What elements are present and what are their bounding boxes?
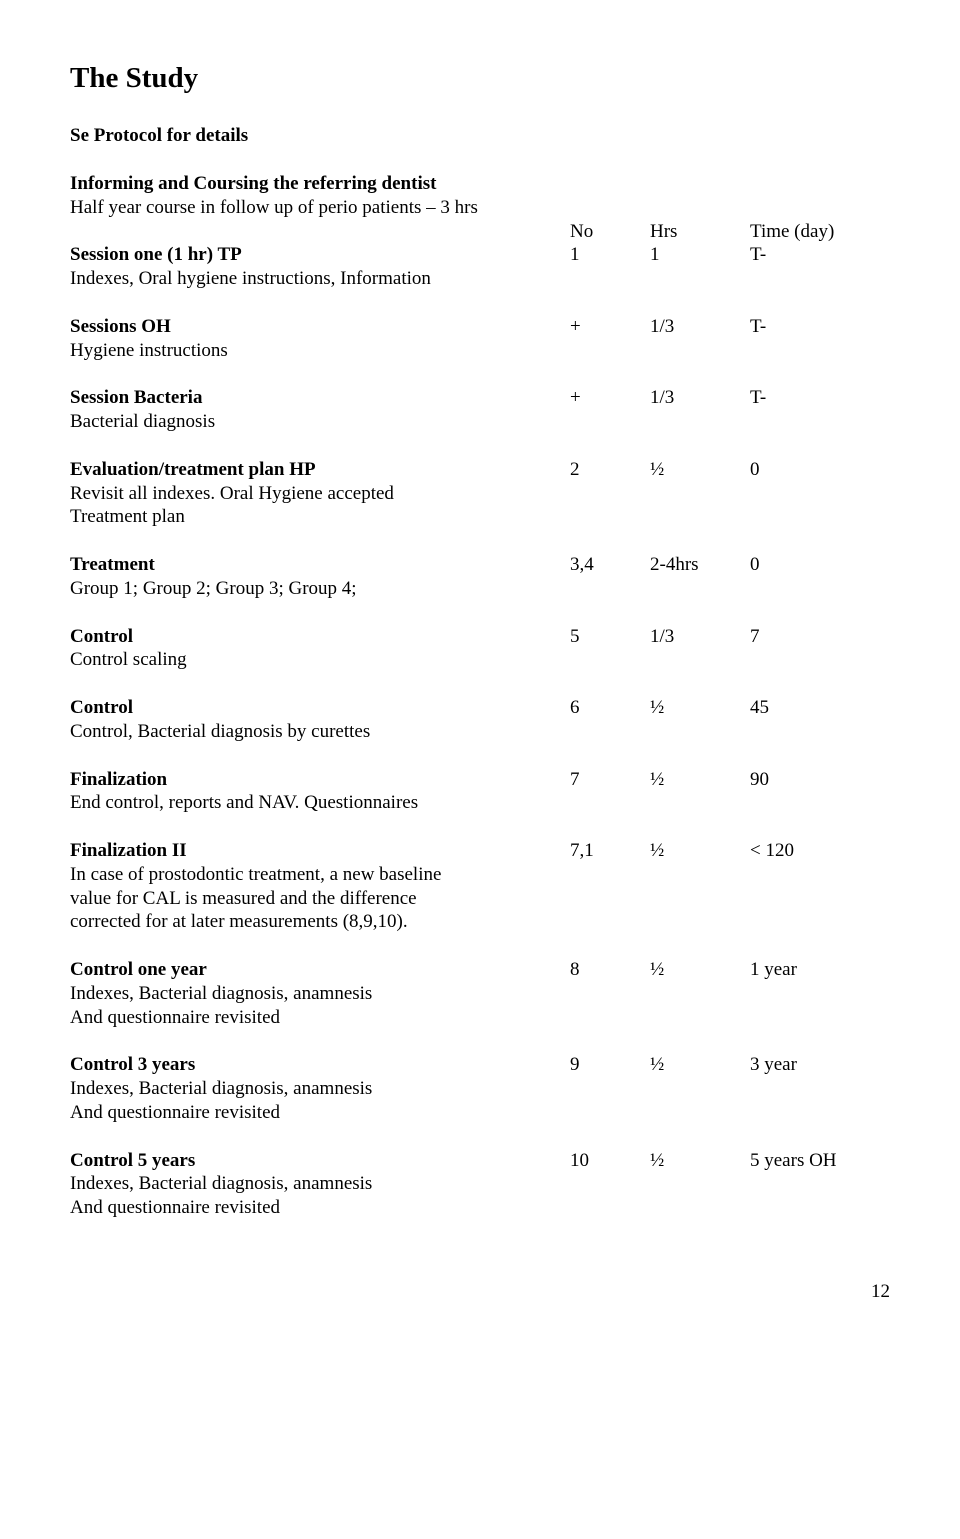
time-eval-plan: 0 bbox=[750, 458, 890, 482]
row-treatment: Treatment 3,4 2-4hrs 0 bbox=[70, 553, 890, 577]
row-control-3yr: Control 3 years 9 ½ 3 year bbox=[70, 1053, 890, 1077]
label-finalization-ii: Finalization II bbox=[70, 839, 570, 863]
no-sessions-oh: + bbox=[570, 315, 650, 339]
label-control-1yr: Control one year bbox=[70, 958, 570, 982]
row-control-bacterial: Control 6 ½ 45 bbox=[70, 696, 890, 720]
label-session-one: Session one (1 hr) TP bbox=[70, 243, 570, 267]
time-control-1yr: 1 year bbox=[750, 958, 890, 982]
time-sessions-oh: T- bbox=[750, 315, 890, 339]
time-control-5yr: 5 years OH bbox=[750, 1149, 890, 1173]
col-time: Time (day) bbox=[750, 220, 890, 244]
row-control-5yr: Control 5 years 10 ½ 5 years OH bbox=[70, 1149, 890, 1173]
hrs-control-1yr: ½ bbox=[650, 958, 750, 982]
desc2-control-1yr: And questionnaire revisited bbox=[70, 1006, 890, 1030]
row-finalization: Finalization 7 ½ 90 bbox=[70, 768, 890, 792]
label-control-5yr: Control 5 years bbox=[70, 1149, 570, 1173]
hrs-finalization-ii: ½ bbox=[650, 839, 750, 863]
time-control-scaling: 7 bbox=[750, 625, 890, 649]
desc-sessions-oh: Hygiene instructions bbox=[70, 339, 890, 363]
page-number: 12 bbox=[70, 1280, 890, 1304]
intro-bold: Informing and Coursing the referring den… bbox=[70, 172, 890, 196]
desc-treatment: Group 1; Group 2; Group 3; Group 4; bbox=[70, 577, 890, 601]
desc1-control-3yr: Indexes, Bacterial diagnosis, anamnesis bbox=[70, 1077, 890, 1101]
col-hrs: Hrs bbox=[650, 220, 750, 244]
time-treatment: 0 bbox=[750, 553, 890, 577]
label-session-bacteria: Session Bacteria bbox=[70, 386, 570, 410]
label-eval-plan: Evaluation/treatment plan HP bbox=[70, 458, 570, 482]
time-control-3yr: 3 year bbox=[750, 1053, 890, 1077]
time-control-bacterial: 45 bbox=[750, 696, 890, 720]
no-finalization-ii: 7,1 bbox=[570, 839, 650, 863]
label-control-bacterial: Control bbox=[70, 696, 570, 720]
no-session-one: 1 bbox=[570, 243, 650, 267]
intro-line: Half year course in follow up of perio p… bbox=[70, 196, 890, 220]
no-control-3yr: 9 bbox=[570, 1053, 650, 1077]
hrs-sessions-oh: 1/3 bbox=[650, 315, 750, 339]
desc-session-one: Indexes, Oral hygiene instructions, Info… bbox=[70, 267, 890, 291]
hrs-treatment: 2-4hrs bbox=[650, 553, 750, 577]
row-session-one: Session one (1 hr) TP 1 1 T- bbox=[70, 243, 890, 267]
header-row: No Hrs Time (day) bbox=[70, 220, 890, 244]
time-finalization: 90 bbox=[750, 768, 890, 792]
label-control-3yr: Control 3 years bbox=[70, 1053, 570, 1077]
desc2-control-5yr: And questionnaire revisited bbox=[70, 1196, 890, 1220]
hrs-control-3yr: ½ bbox=[650, 1053, 750, 1077]
desc1-eval-plan: Revisit all indexes. Oral Hygiene accept… bbox=[70, 482, 890, 506]
hrs-session-bacteria: 1/3 bbox=[650, 386, 750, 410]
no-eval-plan: 2 bbox=[570, 458, 650, 482]
desc-control-scaling: Control scaling bbox=[70, 648, 890, 672]
no-session-bacteria: + bbox=[570, 386, 650, 410]
label-finalization: Finalization bbox=[70, 768, 570, 792]
hrs-session-one: 1 bbox=[650, 243, 750, 267]
desc2-eval-plan: Treatment plan bbox=[70, 505, 890, 529]
no-control-5yr: 10 bbox=[570, 1149, 650, 1173]
page-title: The Study bbox=[70, 60, 890, 96]
row-eval-plan: Evaluation/treatment plan HP 2 ½ 0 bbox=[70, 458, 890, 482]
desc-control-bacterial: Control, Bacterial diagnosis by curettes bbox=[70, 720, 890, 744]
row-control-1yr: Control one year 8 ½ 1 year bbox=[70, 958, 890, 982]
time-session-one: T- bbox=[750, 243, 890, 267]
desc-finalization: End control, reports and NAV. Questionna… bbox=[70, 791, 890, 815]
desc1-finalization-ii: In case of prostodontic treatment, a new… bbox=[70, 863, 890, 887]
row-session-bacteria: Session Bacteria + 1/3 T- bbox=[70, 386, 890, 410]
label-treatment: Treatment bbox=[70, 553, 570, 577]
desc1-control-1yr: Indexes, Bacterial diagnosis, anamnesis bbox=[70, 982, 890, 1006]
no-control-1yr: 8 bbox=[570, 958, 650, 982]
desc-session-bacteria: Bacterial diagnosis bbox=[70, 410, 890, 434]
no-control-bacterial: 6 bbox=[570, 696, 650, 720]
no-finalization: 7 bbox=[570, 768, 650, 792]
hrs-eval-plan: ½ bbox=[650, 458, 750, 482]
time-session-bacteria: T- bbox=[750, 386, 890, 410]
desc1-control-5yr: Indexes, Bacterial diagnosis, anamnesis bbox=[70, 1172, 890, 1196]
row-control-scaling: Control 5 1/3 7 bbox=[70, 625, 890, 649]
label-control-scaling: Control bbox=[70, 625, 570, 649]
hrs-control-5yr: ½ bbox=[650, 1149, 750, 1173]
hrs-control-bacterial: ½ bbox=[650, 696, 750, 720]
col-no: No bbox=[570, 220, 650, 244]
row-sessions-oh: Sessions OH + 1/3 T- bbox=[70, 315, 890, 339]
label-sessions-oh: Sessions OH bbox=[70, 315, 570, 339]
subtitle: Se Protocol for details bbox=[70, 124, 890, 148]
hrs-control-scaling: 1/3 bbox=[650, 625, 750, 649]
no-control-scaling: 5 bbox=[570, 625, 650, 649]
no-treatment: 3,4 bbox=[570, 553, 650, 577]
row-finalization-ii: Finalization II 7,1 ½ < 120 bbox=[70, 839, 890, 863]
time-finalization-ii: < 120 bbox=[750, 839, 890, 863]
hrs-finalization: ½ bbox=[650, 768, 750, 792]
desc3-finalization-ii: corrected for at later measurements (8,9… bbox=[70, 910, 890, 934]
desc2-control-3yr: And questionnaire revisited bbox=[70, 1101, 890, 1125]
desc2-finalization-ii: value for CAL is measured and the differ… bbox=[70, 887, 890, 911]
